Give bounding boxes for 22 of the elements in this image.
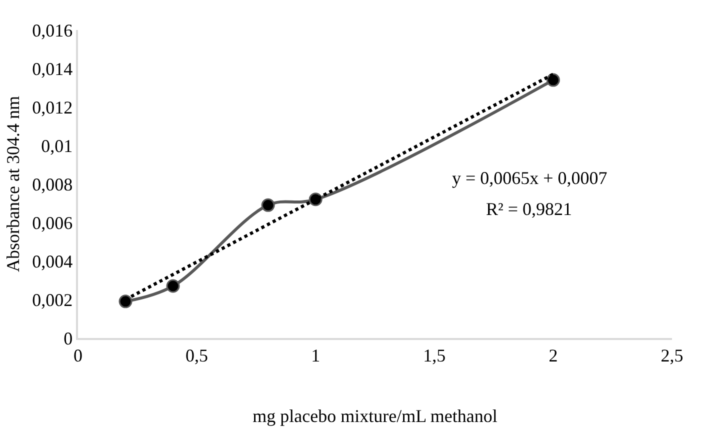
y-tick-label: 0 [64, 328, 73, 348]
annotation: y = 0,0065x + 0,0007 [452, 168, 608, 188]
y-tick-label: 0,002 [32, 290, 73, 310]
y-tick-label: 0,006 [32, 212, 73, 233]
y-tick-label: 0,008 [32, 174, 73, 194]
point [166, 279, 180, 293]
y-tick-label: 0,012 [32, 97, 73, 118]
y-axis-title: Absorbance at 304.4 nm [2, 96, 23, 272]
x-tick-label: 1 [311, 345, 320, 366]
x-tick-label: 0,5 [186, 345, 208, 366]
point [546, 73, 560, 87]
y-tick-label: 0,004 [32, 251, 73, 272]
y-tick-label: 0,014 [32, 58, 73, 79]
x-tick-label: 1,5 [423, 345, 446, 366]
point [261, 198, 275, 212]
y-tick-label: 0,01 [41, 136, 73, 156]
x-tick-label: 2 [548, 345, 558, 366]
point [118, 294, 132, 308]
x-tick-label: 2,5 [660, 345, 684, 366]
x-axis-title: mg placebo mixture/mL methanol [252, 406, 498, 426]
annotation: R² = 0,9821 [486, 199, 572, 219]
y-tick-label: 0,016 [32, 20, 73, 40]
